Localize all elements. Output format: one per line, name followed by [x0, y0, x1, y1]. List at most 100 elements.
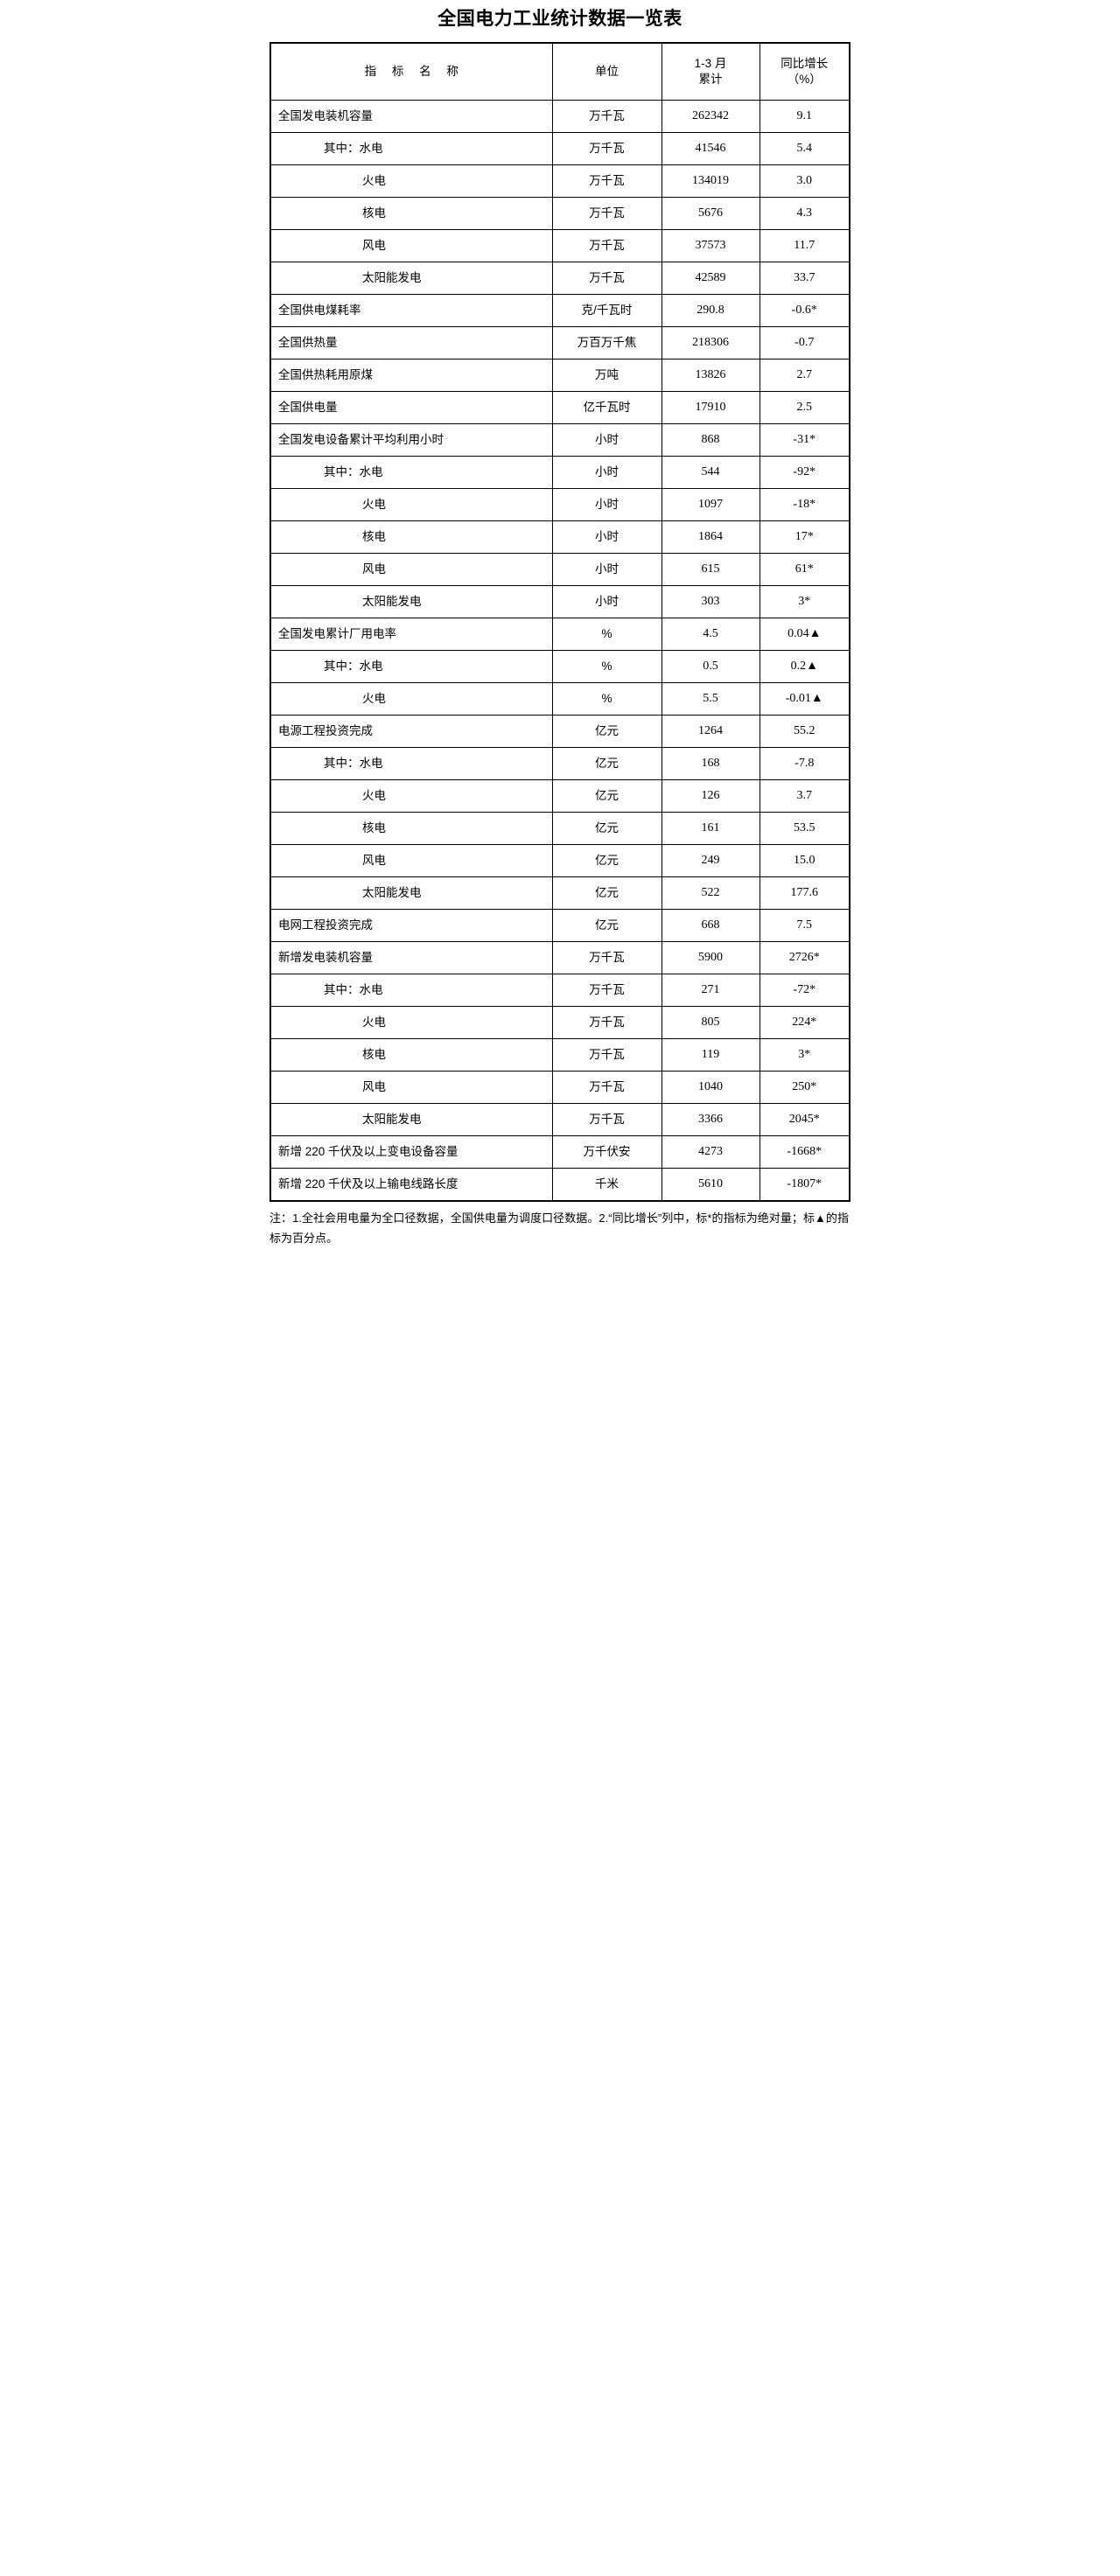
cell-yoy-growth: -0.6*	[759, 294, 850, 328]
table-row: 太阳能发电 万千瓦 3366 2045*	[270, 1103, 850, 1137]
table-body: 全国发电装机容量 万千瓦 262342 9.1 其中：水电 万千瓦 41546 5.4 火电 万千…	[270, 100, 850, 1202]
table-row: 其中：水电 小时 544 -92*	[270, 456, 850, 490]
table-row: 火电 万千瓦 134019 3.0	[270, 164, 850, 199]
cell-period-total: 134019	[661, 164, 760, 199]
cell-period-total: 13826	[661, 359, 760, 393]
cell-indicator-name: 全国发电设备累计平均利用小时	[270, 423, 553, 457]
cell-unit: %	[551, 650, 662, 684]
cell-unit: 小时	[551, 553, 662, 587]
page-title: 全国电力工业统计数据一览表	[438, 9, 682, 29]
cell-indicator-name: 全国发电累计厂用电率	[270, 618, 553, 652]
cell-unit: 小时	[551, 520, 662, 555]
cell-yoy-growth: 3*	[759, 585, 850, 619]
cell-indicator-name: 全国供热耗用原煤	[270, 359, 553, 393]
cell-period-total: 41546	[661, 132, 760, 166]
cell-indicator-name: 其中：水电	[270, 974, 553, 1008]
cell-indicator-name: 核电	[270, 197, 553, 231]
table-row: 其中：水电 万千瓦 41546 5.4	[270, 132, 850, 166]
cell-unit: 万千瓦	[551, 100, 662, 134]
cell-period-total: 4.5	[661, 618, 760, 652]
cell-period-total: 0.5	[661, 650, 760, 684]
cell-unit: 万千瓦	[551, 941, 662, 975]
cell-yoy-growth: 33.7	[759, 262, 850, 296]
cell-period-total: 1864	[661, 520, 760, 555]
cell-yoy-growth: -1807*	[759, 1168, 850, 1202]
cell-indicator-name: 太阳能发电	[270, 1103, 553, 1137]
cell-period-total: 3366	[661, 1103, 760, 1137]
cell-yoy-growth: -18*	[759, 488, 850, 522]
cell-indicator-name: 全国供电煤耗率	[270, 294, 553, 328]
table-row: 火电 亿元 126 3.7	[270, 779, 850, 813]
cell-unit: 亿千瓦时	[551, 391, 662, 425]
cell-indicator-name: 电源工程投资完成	[270, 715, 553, 749]
cell-yoy-growth: 3*	[759, 1038, 850, 1072]
cell-unit: 小时	[551, 488, 662, 522]
column-header-period-line1: 1-3 月	[694, 57, 727, 71]
cell-indicator-name: 太阳能发电	[270, 876, 553, 911]
cell-period-total: 5.5	[661, 682, 760, 716]
cell-yoy-growth: -92*	[759, 456, 850, 490]
cell-indicator-name: 其中：水电	[270, 456, 553, 490]
cell-period-total: 262342	[661, 100, 760, 134]
cell-unit: 万吨	[551, 359, 662, 393]
cell-yoy-growth: 224*	[759, 1006, 850, 1040]
table-row: 风电 亿元 249 15.0	[270, 844, 850, 878]
cell-unit: 亿元	[551, 715, 662, 749]
cell-yoy-growth: 2045*	[759, 1103, 850, 1137]
table-row: 其中：水电 万千瓦 271 -72*	[270, 974, 850, 1008]
cell-unit: %	[551, 618, 662, 652]
cell-period-total: 1264	[661, 715, 760, 749]
cell-indicator-name: 火电	[270, 488, 553, 522]
table-row: 全国供电量 亿千瓦时 17910 2.5	[270, 391, 850, 425]
cell-indicator-name: 新增 220 千伏及以上输电线路长度	[270, 1168, 553, 1202]
table-row: 核电 亿元 161 53.5	[270, 812, 850, 846]
cell-indicator-name: 风电	[270, 1071, 553, 1105]
cell-yoy-growth: 15.0	[759, 844, 850, 878]
cell-unit: 亿元	[551, 844, 662, 878]
cell-yoy-growth: 11.7	[759, 229, 850, 263]
cell-period-total: 5900	[661, 941, 760, 975]
cell-period-total: 37573	[661, 229, 760, 263]
cell-yoy-growth: -0.7	[759, 326, 850, 360]
table-row: 其中：水电 亿元 168 -7.8	[270, 747, 850, 781]
cell-period-total: 1097	[661, 488, 760, 522]
table-row: 太阳能发电 万千瓦 42589 33.7	[270, 262, 850, 296]
cell-unit: 万千瓦	[551, 1103, 662, 1137]
cell-yoy-growth: 9.1	[759, 100, 850, 134]
cell-yoy-growth: 53.5	[759, 812, 850, 846]
cell-indicator-name: 核电	[270, 812, 553, 846]
cell-unit: 亿元	[551, 812, 662, 846]
table-footnote: 注：1.全社会用电量为全口径数据，全国供电量为调度口径数据。2.“同比增长”列中…	[270, 1211, 849, 1245]
cell-period-total: 271	[661, 974, 760, 1008]
table-row: 火电% 5.5 -0.01▲	[270, 682, 850, 716]
document-page: 全国电力工业统计数据一览表 指 标 名 称 单位 1-3 月 累计 同比增长 （…	[262, 0, 858, 1249]
cell-period-total: 5610	[661, 1168, 760, 1202]
cell-unit: 万千瓦	[551, 1006, 662, 1040]
cell-period-total: 5676	[661, 197, 760, 231]
cell-yoy-growth: -31*	[759, 423, 850, 457]
cell-period-total: 544	[661, 456, 760, 490]
cell-unit: 万千瓦	[551, 229, 662, 263]
cell-period-total: 42589	[661, 262, 760, 296]
cell-indicator-name: 其中：水电	[270, 650, 553, 684]
cell-yoy-growth: 17*	[759, 520, 850, 555]
cell-unit: 万千瓦	[551, 974, 662, 1008]
column-header-unit: 单位	[551, 42, 662, 101]
cell-period-total: 1040	[661, 1071, 760, 1105]
cell-unit: 万千伏安	[551, 1135, 662, 1169]
cell-yoy-growth: 250*	[759, 1071, 850, 1105]
cell-unit: 万千瓦	[551, 132, 662, 166]
cell-unit: 亿元	[551, 779, 662, 813]
cell-yoy-growth: 3.7	[759, 779, 850, 813]
table-row: 新增发电装机容量 万千瓦 5900 2726*	[270, 941, 850, 975]
cell-indicator-name: 火电	[270, 1006, 553, 1040]
table-row: 新增 220 千伏及以上输电线路长度 千米 5610 -1807*	[270, 1168, 850, 1202]
table-header: 指 标 名 称 单位 1-3 月 累计 同比增长 （%）	[270, 42, 850, 101]
cell-indicator-name: 新增 220 千伏及以上变电设备容量	[270, 1135, 553, 1169]
table-row: 全国发电设备累计平均利用小时 小时 868 -31*	[270, 423, 850, 457]
cell-unit: 万百万千焦	[551, 326, 662, 360]
cell-unit: 万千瓦	[551, 197, 662, 231]
cell-yoy-growth: 5.4	[759, 132, 850, 166]
cell-indicator-name: 风电	[270, 844, 553, 878]
table-row: 核电 小时 1864 17*	[270, 520, 850, 555]
